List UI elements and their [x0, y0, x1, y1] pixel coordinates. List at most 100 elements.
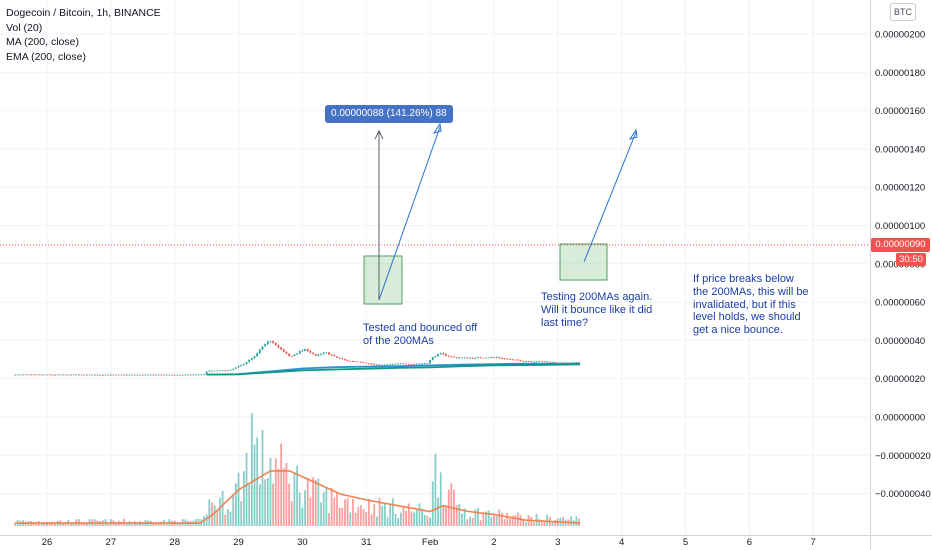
volume-bar: [375, 516, 378, 526]
x-tick-label: 4: [619, 537, 624, 548]
candle-body: [72, 374, 75, 376]
volume-ma-line: [15, 470, 581, 524]
volume-bar: [62, 522, 64, 526]
candle-body: [389, 364, 392, 366]
candle-body: [152, 374, 155, 376]
volume-bar: [407, 503, 410, 526]
volume-bar: [495, 515, 498, 526]
volume-bar: [282, 468, 285, 526]
candle-body: [274, 342, 277, 346]
candle-body: [261, 346, 264, 350]
candle-body: [493, 357, 495, 359]
volume-bar: [519, 515, 522, 526]
volume-bar: [232, 495, 235, 526]
y-tick-label: −0.00000020: [875, 451, 931, 462]
volume-bar: [538, 518, 541, 526]
annotation-testing-again[interactable]: Testing 200MAs again. Will it bounce lik…: [541, 291, 652, 329]
volume-bar: [344, 499, 346, 526]
support-box-1: [363, 255, 403, 305]
volume-bar: [455, 504, 458, 526]
measure-tooltip[interactable]: 0.00000088 (141.26%) 88: [325, 105, 453, 123]
y-tick-label: 0.00000140: [875, 144, 925, 155]
volume-bar: [317, 478, 320, 526]
candle-body: [522, 360, 525, 362]
x-tick-label: 30: [297, 537, 308, 548]
candle-body: [107, 374, 110, 376]
annotation-if-breaks[interactable]: If price breaks below the 200MAs, this w…: [693, 273, 809, 337]
candle-body: [450, 356, 453, 358]
x-tick-label: 28: [169, 537, 180, 548]
volume-bar: [325, 487, 328, 526]
candle-body: [501, 357, 503, 359]
candle-body: [141, 374, 144, 376]
volume-bar: [383, 503, 386, 526]
candle-body: [256, 353, 259, 357]
legend-ema[interactable]: EMA (200, close): [6, 50, 86, 63]
candle-body: [43, 374, 46, 376]
y-tick-label: 0.00000000: [875, 413, 925, 424]
candle-body: [109, 374, 112, 376]
volume-bar: [479, 520, 482, 526]
x-tick-label: 2: [491, 537, 496, 548]
legend-ma[interactable]: MA (200, close): [6, 36, 79, 48]
candle-body: [213, 370, 216, 372]
candle-body: [195, 374, 197, 376]
volume-bar: [437, 497, 439, 526]
volume-bar: [298, 492, 301, 526]
candle-body: [298, 350, 301, 354]
annotation-line: level holds, we should: [693, 311, 801, 324]
volume-bar: [362, 509, 365, 526]
candle-body: [219, 370, 221, 372]
candle-body: [35, 374, 38, 376]
legend-volume[interactable]: Vol (20): [6, 21, 43, 34]
volume-bar: [439, 472, 442, 526]
candle-body: [429, 360, 431, 364]
volume-bar: [389, 503, 392, 526]
candle-body: [439, 353, 442, 355]
x-tick-label: 3: [555, 537, 560, 548]
volume-bar: [575, 516, 578, 526]
volume-bar: [285, 462, 288, 526]
candle-body: [189, 374, 192, 376]
projection-arrowhead-2: [628, 128, 638, 140]
candle-body: [506, 358, 509, 360]
volume-bar: [405, 510, 408, 526]
volume-bar: [394, 513, 397, 526]
volume-bar: [237, 472, 240, 526]
candle-body: [165, 374, 168, 376]
candle-body: [352, 360, 354, 362]
candle-body: [360, 361, 362, 363]
volume-bar: [264, 479, 267, 526]
candle-body: [559, 362, 562, 364]
candle-body: [357, 361, 360, 363]
volume-bar: [501, 512, 503, 526]
currency-badge[interactable]: BTC: [890, 3, 916, 21]
annotation-line: of the 200MAs: [363, 334, 434, 347]
candle-body: [171, 374, 173, 376]
candle-body: [312, 352, 314, 355]
candle-body: [86, 374, 88, 376]
candle-body: [184, 374, 187, 376]
volume-bar: [360, 505, 362, 526]
legend-symbol[interactable]: Dogecoin / Bitcoin, 1h, BINANCE: [6, 7, 161, 19]
candle-body: [91, 374, 94, 376]
volume-bar: [213, 505, 216, 526]
y-tick-label: −0.00000040: [875, 489, 931, 500]
candle-body: [391, 364, 394, 365]
volume-bar: [301, 507, 304, 526]
volume-bar: [352, 498, 354, 526]
volume-bar: [532, 522, 535, 526]
volume-bar: [234, 483, 237, 526]
candle-body: [368, 363, 370, 365]
volume-bar: [429, 517, 431, 526]
volume-bar: [312, 477, 314, 526]
annotation-line: the 200MAs, this will be: [693, 285, 809, 298]
volume-bar: [266, 478, 269, 526]
candle-body: [410, 364, 413, 365]
candle-body: [296, 353, 298, 355]
volume-bar: [219, 497, 221, 526]
candle-body: [394, 363, 397, 365]
candle-body: [240, 365, 243, 367]
annotation-tested[interactable]: Tested and bounced off of the 200MAs: [363, 322, 477, 348]
